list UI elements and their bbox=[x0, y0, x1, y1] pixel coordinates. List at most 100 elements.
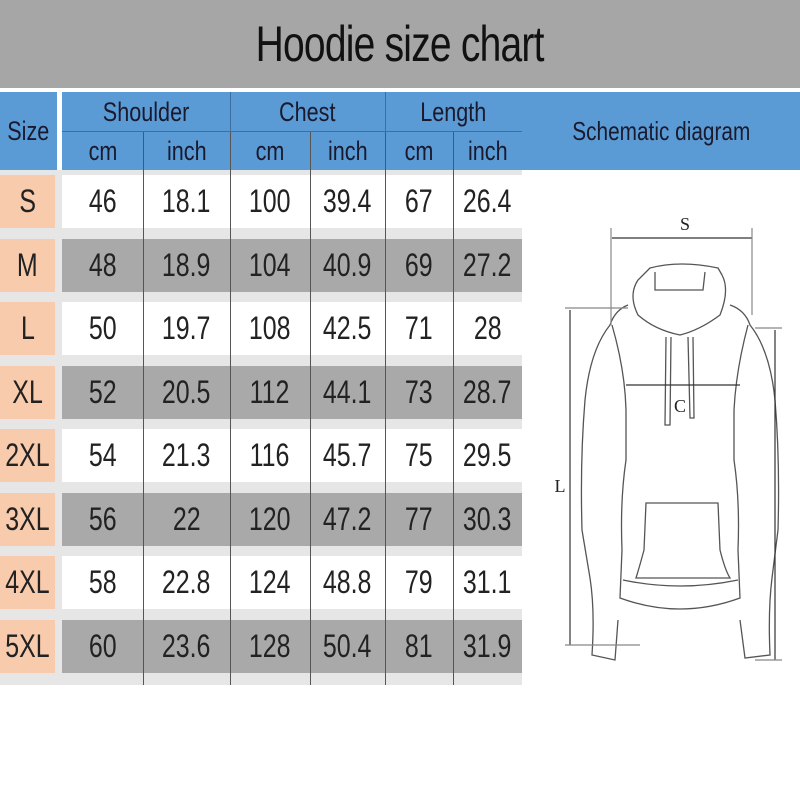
value-cell: 48.8 bbox=[310, 556, 385, 609]
value-cell: 40.9 bbox=[310, 238, 385, 292]
value-cell: 79 bbox=[385, 556, 453, 609]
value-cell-text: 22.8 bbox=[162, 564, 211, 600]
value-cell-text: 58 bbox=[88, 564, 117, 600]
value-cell: 73 bbox=[385, 365, 453, 419]
value-cell-text: 104 bbox=[249, 246, 291, 283]
title-bar: Hoodie size chart bbox=[0, 0, 800, 88]
unit-header-text: inch bbox=[166, 135, 207, 166]
size-cell-text: M bbox=[17, 246, 38, 283]
value-cell-text: 79 bbox=[405, 564, 433, 600]
value-cell: 31.1 bbox=[453, 556, 522, 609]
length-label: L bbox=[555, 476, 566, 496]
value-cell: 42.5 bbox=[310, 302, 385, 355]
value-cell-text: 22 bbox=[172, 500, 201, 537]
value-cell-text: 108 bbox=[249, 310, 291, 346]
measure-lines bbox=[565, 228, 782, 661]
value-cell: 67 bbox=[385, 175, 453, 228]
value-cell: 46 bbox=[62, 175, 143, 228]
value-cell-text: 77 bbox=[405, 500, 433, 537]
value-cell: 56 bbox=[62, 492, 143, 546]
size-cell: 5XL bbox=[0, 619, 55, 673]
value-cell-text: 26.4 bbox=[463, 183, 512, 219]
value-cell: 28 bbox=[453, 302, 522, 355]
value-cell: 27.2 bbox=[453, 238, 522, 292]
value-cell: 18.1 bbox=[143, 175, 230, 228]
value-cell: 39.4 bbox=[310, 175, 385, 228]
unit-header-text: cm bbox=[88, 135, 117, 166]
value-cell-text: 47.2 bbox=[323, 500, 372, 537]
size-cell: M bbox=[0, 238, 55, 292]
size-cell-text: S bbox=[19, 183, 36, 219]
value-cell: 19.7 bbox=[143, 302, 230, 355]
value-cell: 77 bbox=[385, 492, 453, 546]
value-cell: 50.4 bbox=[310, 619, 385, 673]
unit-header: inch bbox=[453, 132, 522, 170]
value-cell: 29.5 bbox=[453, 429, 522, 482]
unit-header-text: inch bbox=[467, 135, 508, 166]
column-divider bbox=[310, 132, 311, 685]
column-divider bbox=[453, 132, 454, 685]
value-cell-text: 48 bbox=[88, 246, 117, 283]
unit-header-text: cm bbox=[404, 135, 434, 166]
value-cell: 50 bbox=[62, 302, 143, 355]
value-cell: 31.9 bbox=[453, 619, 522, 673]
value-cell: 81 bbox=[385, 619, 453, 673]
value-cell-text: 100 bbox=[249, 183, 291, 219]
value-cell-text: 54 bbox=[88, 437, 117, 473]
value-cell: 20.5 bbox=[143, 365, 230, 419]
chest-label: C bbox=[674, 396, 686, 416]
shoulder-label: S bbox=[680, 214, 690, 234]
value-cell: 18.9 bbox=[143, 238, 230, 292]
size-cell: S bbox=[0, 175, 55, 228]
size-cell-text: 4XL bbox=[5, 564, 50, 600]
group-divider bbox=[230, 92, 231, 132]
unit-header: cm bbox=[62, 132, 143, 170]
size-column-header: Size bbox=[0, 92, 57, 170]
value-cell-text: 28.7 bbox=[463, 373, 512, 410]
value-cell-text: 46 bbox=[88, 183, 117, 219]
size-cell: 4XL bbox=[0, 556, 55, 609]
column-group-header: Shoulder bbox=[62, 92, 230, 132]
value-cell-text: 81 bbox=[405, 627, 433, 664]
group-divider bbox=[385, 92, 386, 132]
value-cell-text: 52 bbox=[88, 373, 117, 410]
page-title: Hoodie size chart bbox=[255, 16, 545, 72]
value-cell-text: 29.5 bbox=[463, 437, 512, 473]
schematic-header-label: Schematic diagram bbox=[571, 115, 751, 146]
value-cell-text: 18.1 bbox=[162, 183, 211, 219]
value-cell: 112 bbox=[230, 365, 310, 419]
unit-header: cm bbox=[385, 132, 453, 170]
value-cell: 69 bbox=[385, 238, 453, 292]
size-cell-text: XL bbox=[12, 373, 43, 410]
value-cell: 45.7 bbox=[310, 429, 385, 482]
value-cell-text: 116 bbox=[250, 437, 290, 473]
size-cell: L bbox=[0, 302, 55, 355]
hoodie-schematic-diagram: S C L bbox=[555, 214, 782, 661]
value-cell-text: 75 bbox=[405, 437, 433, 473]
value-cell-text: 31.9 bbox=[463, 627, 512, 664]
value-cell-text: 18.9 bbox=[162, 246, 211, 283]
value-cell-text: 71 bbox=[405, 310, 433, 346]
value-cell-text: 30.3 bbox=[463, 500, 512, 537]
column-group-header-text: Chest bbox=[279, 96, 336, 127]
size-cell: 3XL bbox=[0, 492, 55, 546]
value-cell: 26.4 bbox=[453, 175, 522, 228]
value-cell-text: 20.5 bbox=[162, 373, 211, 410]
size-cell-text: L bbox=[20, 310, 35, 346]
value-cell-text: 44.1 bbox=[323, 373, 372, 410]
unit-header-text: inch bbox=[327, 135, 368, 166]
value-cell-text: 120 bbox=[249, 500, 291, 537]
size-column-header-text: Size bbox=[7, 115, 50, 146]
value-cell-text: 21.3 bbox=[162, 437, 211, 473]
value-cell-text: 27.2 bbox=[463, 246, 512, 283]
size-cell: 2XL bbox=[0, 429, 55, 482]
unit-header: cm bbox=[230, 132, 310, 170]
column-divider bbox=[385, 132, 386, 685]
value-cell-text: 50.4 bbox=[323, 627, 372, 664]
size-cell-text: 2XL bbox=[5, 437, 50, 473]
unit-header-text: cm bbox=[255, 135, 285, 166]
value-cell: 124 bbox=[230, 556, 310, 609]
value-cell: 54 bbox=[62, 429, 143, 482]
value-cell-text: 45.7 bbox=[323, 437, 372, 473]
value-cell: 44.1 bbox=[310, 365, 385, 419]
